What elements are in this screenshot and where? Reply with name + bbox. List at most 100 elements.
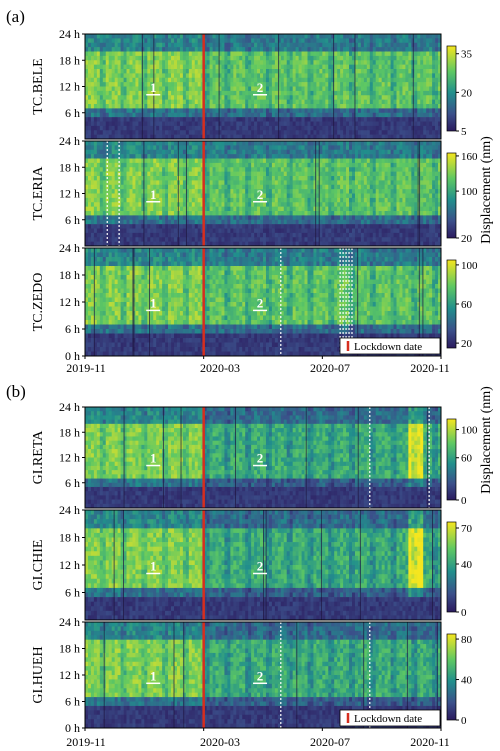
- heatmap-cell: [150, 233, 153, 238]
- heatmap-cell: [100, 172, 103, 177]
- heatmap-cell: [382, 38, 385, 43]
- heatmap-cell: [132, 215, 135, 220]
- heatmap-cell: [429, 34, 432, 39]
- heatmap-cell: [361, 47, 364, 52]
- heatmap-cell: [296, 43, 299, 48]
- heatmap-cell: [340, 78, 343, 83]
- heatmap-cell: [328, 108, 331, 113]
- heatmap-cell: [210, 87, 213, 92]
- heatmap-cell: [124, 100, 127, 105]
- heatmap-cell: [216, 65, 219, 70]
- heatmap-cell: [343, 108, 346, 113]
- heatmap-cell: [305, 122, 308, 127]
- heatmap-cell: [328, 229, 331, 234]
- heatmap-cell: [313, 43, 316, 48]
- heatmap-cell: [127, 207, 130, 212]
- heatmap-cell: [239, 38, 242, 43]
- heatmap-cell: [224, 145, 227, 150]
- heatmap-cell: [287, 34, 290, 39]
- heatmap-cell: [248, 87, 251, 92]
- heatmap-cell: [213, 47, 216, 52]
- heatmap-cell: [296, 78, 299, 83]
- heatmap-cell: [379, 34, 382, 39]
- heatmap-cell: [296, 202, 299, 207]
- heatmap-cell: [210, 52, 213, 57]
- heatmap-cell: [97, 220, 100, 225]
- heatmap-cell: [308, 60, 311, 65]
- heatmap-cell: [328, 34, 331, 39]
- heatmap-cell: [106, 47, 109, 52]
- heatmap-cell: [171, 73, 174, 78]
- heatmap-cell: [269, 43, 272, 48]
- heatmap-cell: [266, 69, 269, 74]
- heatmap-cell: [337, 194, 340, 199]
- heatmap-cell: [260, 167, 263, 172]
- heatmap-cell: [313, 154, 316, 159]
- heatmap-cell: [88, 69, 91, 74]
- heatmap-cell: [118, 113, 121, 118]
- heatmap-cell: [150, 211, 153, 216]
- heatmap-cell: [432, 73, 435, 78]
- heatmap-cell: [159, 34, 162, 39]
- heatmap-cell: [257, 202, 260, 207]
- heatmap-cell: [124, 73, 127, 78]
- heatmap-cell: [296, 87, 299, 92]
- heatmap-cell: [224, 108, 227, 113]
- heatmap-cell: [219, 185, 222, 190]
- heatmap-cell: [299, 91, 302, 96]
- heatmap-cell: [141, 122, 144, 127]
- heatmap-cell: [254, 56, 257, 61]
- heatmap-cell: [308, 180, 311, 185]
- heatmap-cell: [305, 224, 308, 229]
- heatmap-cell: [112, 172, 115, 177]
- heatmap-cell: [370, 91, 373, 96]
- heatmap-cell: [156, 78, 159, 83]
- heatmap-cell: [138, 172, 141, 177]
- heatmap-cell: [233, 82, 236, 87]
- heatmap-cell: [266, 185, 269, 190]
- heatmap-cell: [144, 34, 147, 39]
- heatmap-cell: [109, 95, 112, 100]
- heatmap-cell: [192, 215, 195, 220]
- heatmap-cell: [316, 60, 319, 65]
- heatmap-cell: [127, 56, 130, 61]
- heatmap-cell: [144, 220, 147, 225]
- heatmap-cell: [420, 82, 423, 87]
- heatmap-cell: [174, 172, 177, 177]
- heatmap-cell: [263, 185, 266, 190]
- heatmap-cell: [192, 87, 195, 92]
- heatmap-cell: [165, 202, 168, 207]
- heatmap-cell: [367, 73, 370, 78]
- heatmap-cell: [287, 215, 290, 220]
- heatmap-cell: [221, 65, 224, 70]
- heatmap-cell: [343, 47, 346, 52]
- heatmap-cell: [251, 65, 254, 70]
- heatmap-cell: [319, 65, 322, 70]
- heatmap-cell: [284, 95, 287, 100]
- heatmap-cell: [171, 145, 174, 150]
- heatmap-cell: [296, 233, 299, 238]
- heatmap-cell: [281, 82, 284, 87]
- heatmap-cell: [296, 194, 299, 199]
- heatmap-cell: [251, 163, 254, 168]
- heatmap-cell: [174, 117, 177, 122]
- heatmap-cell: [388, 122, 391, 127]
- heatmap-cell: [150, 65, 153, 70]
- heatmap-cell: [100, 220, 103, 225]
- heatmap-cell: [224, 87, 227, 92]
- heatmap-cell: [150, 220, 153, 225]
- heatmap-cell: [239, 224, 242, 229]
- heatmap-cell: [177, 34, 180, 39]
- heatmap-cell: [168, 43, 171, 48]
- heatmap-cell: [322, 60, 325, 65]
- heatmap-cell: [183, 82, 186, 87]
- heatmap-cell: [168, 78, 171, 83]
- heatmap-cell: [227, 34, 230, 39]
- heatmap-cell: [224, 233, 227, 238]
- heatmap-cell: [124, 78, 127, 83]
- heatmap-cell: [150, 224, 153, 229]
- heatmap-cell: [248, 194, 251, 199]
- heatmap-cell: [109, 34, 112, 39]
- heatmap-cell: [325, 198, 328, 203]
- heatmap-cell: [429, 87, 432, 92]
